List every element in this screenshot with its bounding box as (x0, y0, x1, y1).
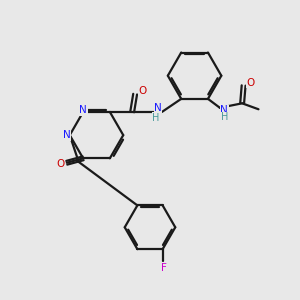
Text: N: N (63, 130, 71, 140)
Text: O: O (138, 86, 147, 96)
Text: H: H (220, 112, 228, 122)
Text: F: F (161, 262, 167, 273)
Text: H: H (152, 113, 160, 123)
Text: N: N (220, 105, 228, 115)
Text: O: O (57, 159, 65, 169)
Text: O: O (246, 77, 254, 88)
Text: N: N (79, 106, 87, 116)
Text: N: N (154, 103, 162, 112)
